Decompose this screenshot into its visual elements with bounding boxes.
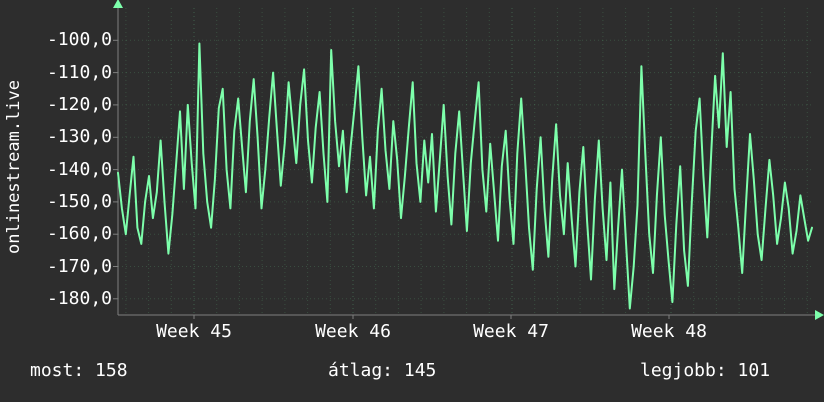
stat-best: legjobb: 101 <box>640 360 770 381</box>
y-tick-label: -150,0 <box>46 190 112 212</box>
y-tick-label: -110,0 <box>46 61 112 83</box>
y-tick-label: -170,0 <box>46 255 112 277</box>
x-tick-label: Week 46 <box>315 321 391 342</box>
stat-average-label: átlag: <box>328 360 394 381</box>
x-axis-arrow-icon <box>815 310 824 320</box>
y-tick-label: -160,0 <box>46 223 112 245</box>
stat-most-label: most: <box>30 360 85 381</box>
x-tick-label: Week 48 <box>631 321 707 342</box>
x-tick-label: Week 47 <box>473 321 549 342</box>
stat-most-value: 158 <box>95 360 128 381</box>
data-series-line <box>117 42 813 310</box>
y-tick-label: -120,0 <box>46 93 112 115</box>
stat-most: most: 158 <box>30 360 128 381</box>
summary-stats: most: 158 átlag: 145 legjobb: 101 <box>0 360 824 390</box>
line-chart <box>113 0 824 320</box>
stat-best-value: 101 <box>737 360 771 381</box>
stat-best-label: legjobb: <box>640 360 727 381</box>
x-tick-label: Week 45 <box>156 321 232 342</box>
y-tick-label: -130,0 <box>46 126 112 148</box>
y-tick-label: -180,0 <box>46 287 112 309</box>
y-axis-arrow-icon <box>113 0 123 8</box>
y-tick-label: -140,0 <box>46 158 112 180</box>
stat-average-value: 145 <box>403 360 437 381</box>
watermark-site-label: onlinestream.live <box>4 80 24 254</box>
y-tick-label: -100,0 <box>46 29 112 51</box>
stat-average: átlag: 145 <box>328 360 436 381</box>
